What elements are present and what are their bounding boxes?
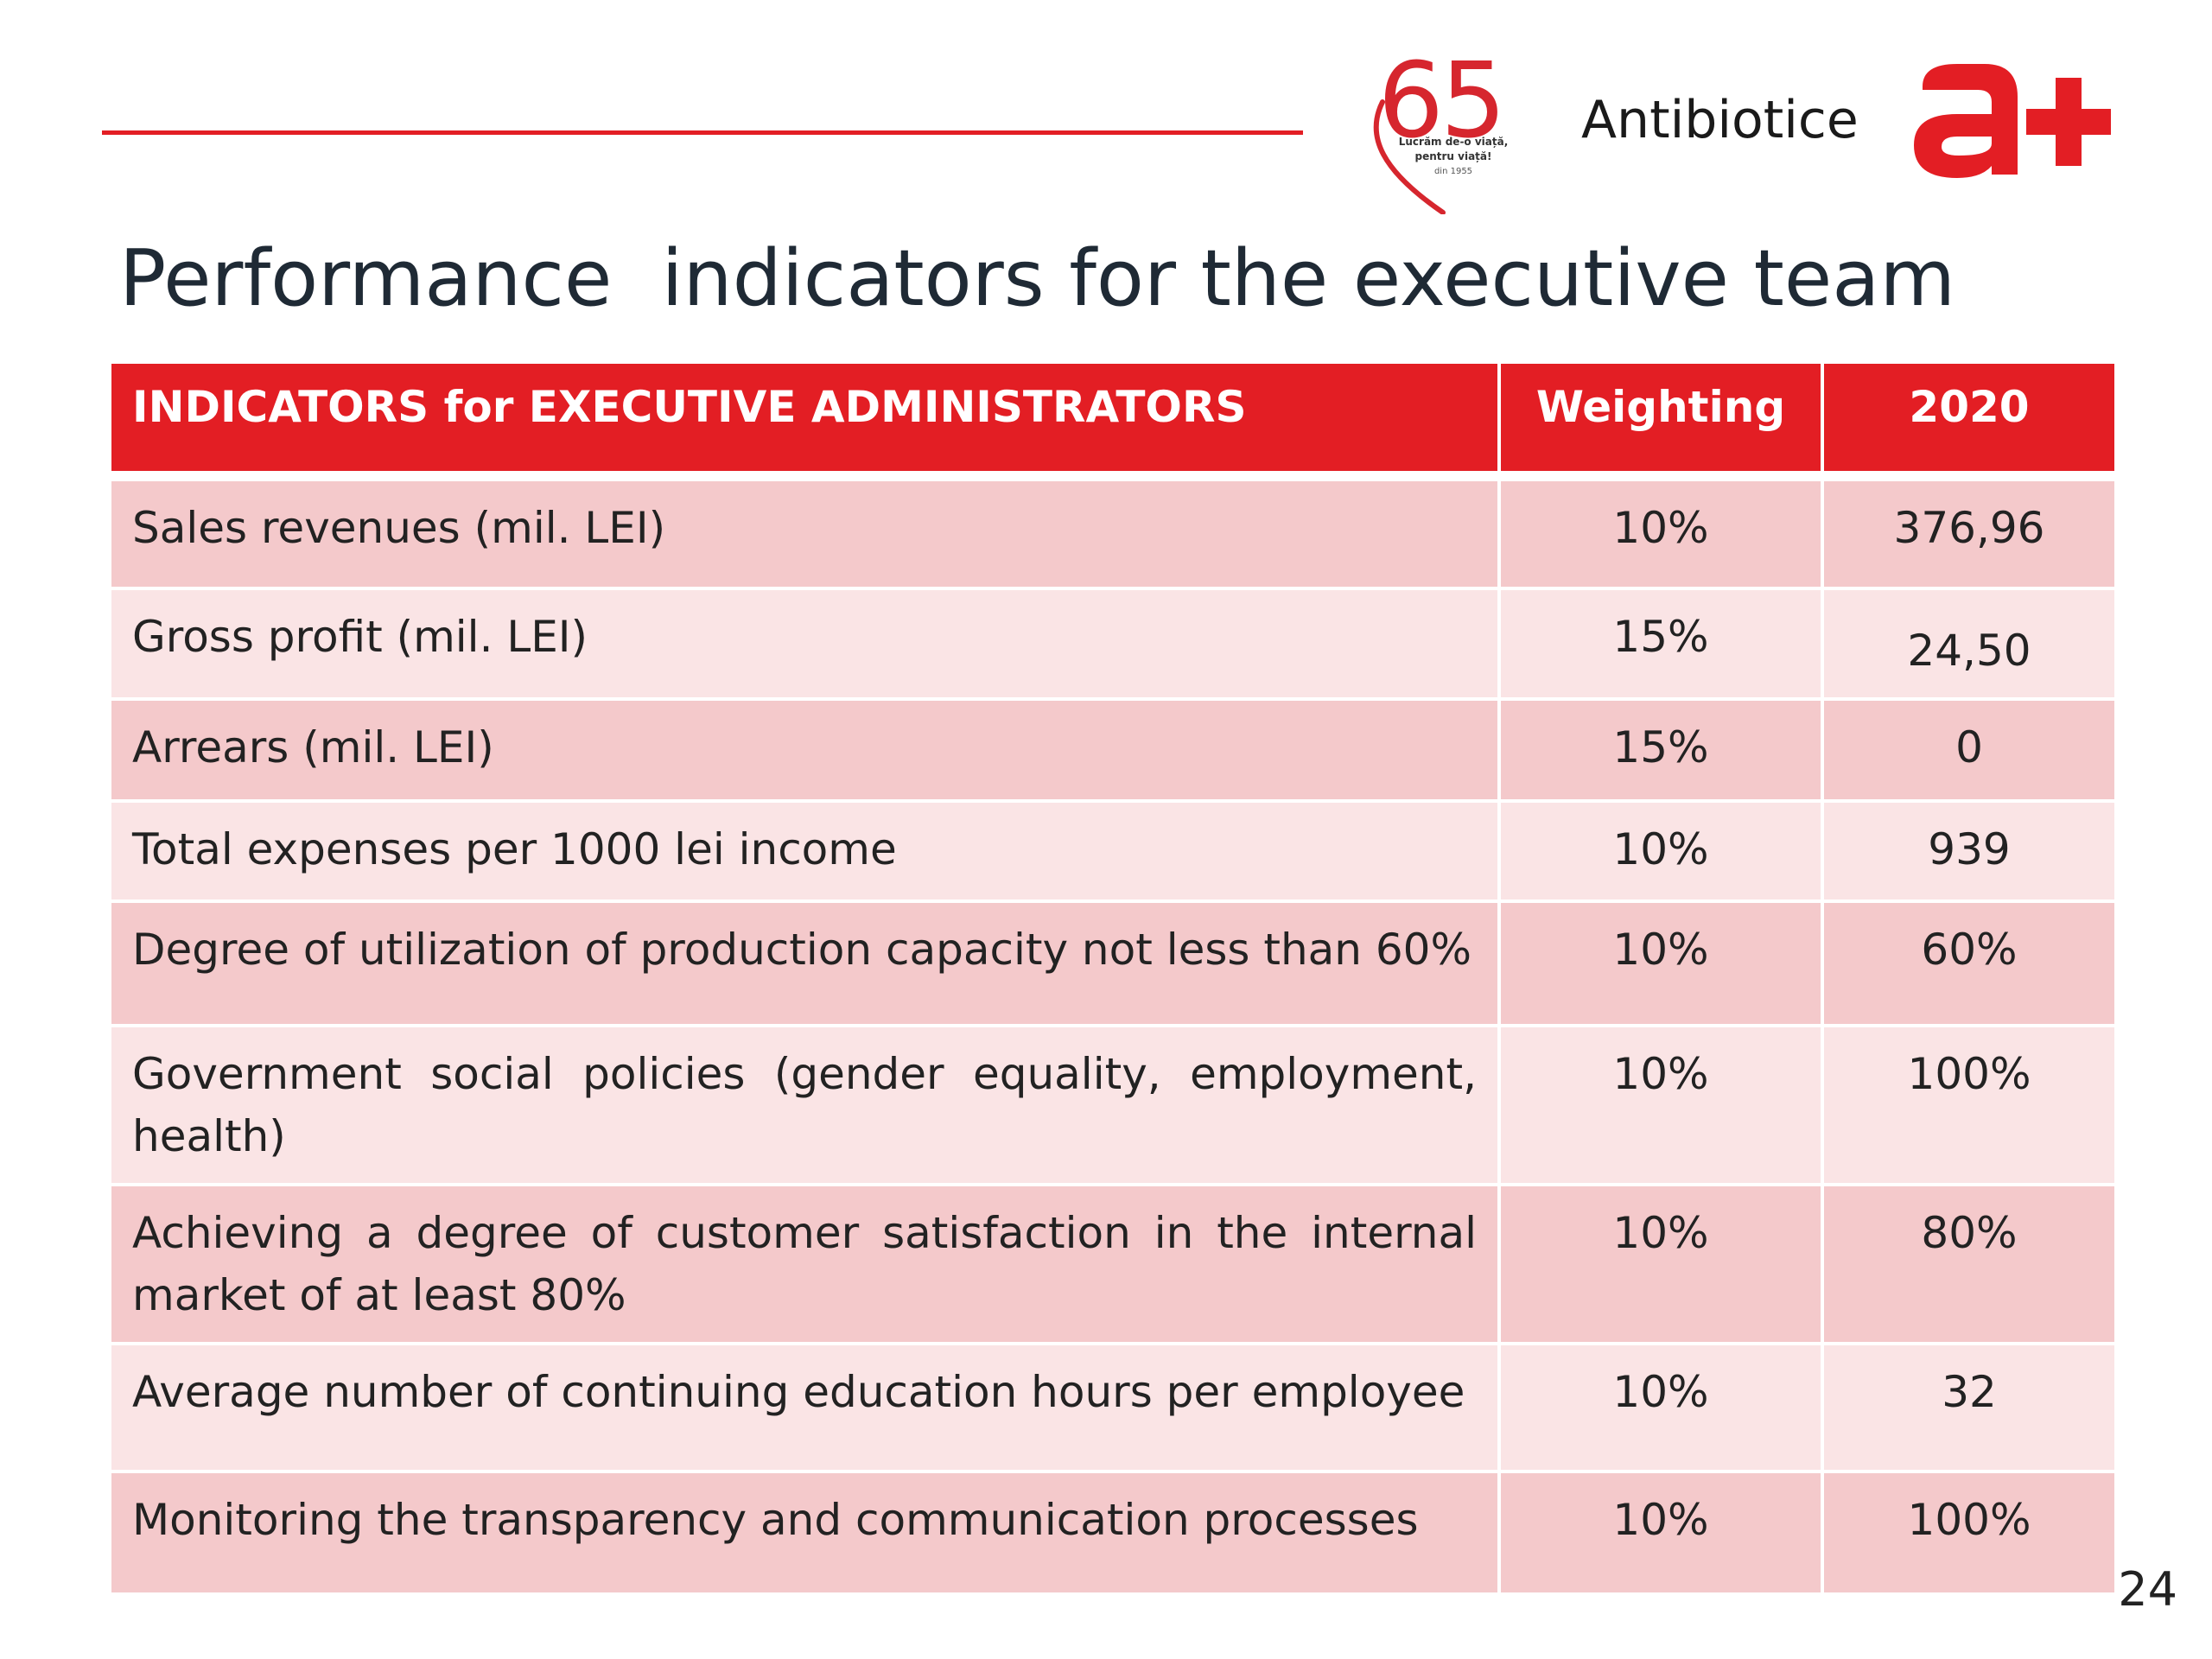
indicator-cell: Government social policies (gender equal… [108,1024,1501,1186]
anniversary-tagline: Lucrăm de-o viață, pentru viață! din 195… [1393,135,1514,179]
indicator-cell: Average number of continuing education h… [108,1342,1501,1473]
value-cell: 32 [1821,1342,2118,1473]
column-header-year: 2020 [1821,360,2118,478]
table-row: Sales revenues (mil. LEI) 10% 376,96 [108,474,2118,590]
page-title: Performance indicators for the executive… [119,233,1956,324]
anniversary-tagline-line1: Lucrăm de-o viață, [1398,136,1509,148]
table-row: Total expenses per 1000 lei income 10% 9… [108,799,2118,903]
indicators-table: INDICATORS for EXECUTIVE ADMINISTRATORS … [108,360,2118,1596]
weighting-cell: 15% [1497,587,1824,701]
table-row: Degree of utilization of production capa… [108,899,2118,1027]
table-row: Gross profit (mil. LEI) 15% 24,50 [108,587,2118,701]
anniversary-tagline-line3: din 1955 [1433,167,1473,176]
weighting-cell: 10% [1497,1024,1824,1186]
indicator-cell: Gross profit (mil. LEI) [108,587,1501,701]
page-number: 24 [2118,1562,2177,1617]
anniversary-number: 65 [1377,41,1507,162]
heart-outline-icon [1373,99,1446,214]
table-row: Monitoring the transparency and communic… [108,1470,2118,1596]
table-row: Government social policies (gender equal… [108,1024,2118,1186]
indicator-cell: Achieving a degree of customer satisfact… [108,1183,1501,1345]
weighting-cell: 15% [1497,697,1824,803]
value-cell: 60% [1821,899,2118,1027]
weighting-cell: 10% [1497,1470,1824,1596]
weighting-cell: 10% [1497,1183,1824,1345]
value-cell: 376,96 [1821,474,2118,590]
weighting-cell: 10% [1497,899,1824,1027]
value-cell: 80% [1821,1183,2118,1345]
weighting-cell: 10% [1497,799,1824,903]
value-cell: 100% [1821,1470,2118,1596]
indicator-cell: Degree of utilization of production capa… [108,899,1501,1027]
indicator-cell: Monitoring the transparency and communic… [108,1470,1501,1596]
table-row: Arrears (mil. LEI) 15% 0 [108,697,2118,803]
column-header-indicators: INDICATORS for EXECUTIVE ADMINISTRATORS [108,360,1501,478]
table-row: Achieving a degree of customer satisfact… [108,1183,2118,1345]
table-row: Average number of continuing education h… [108,1342,2118,1473]
indicator-cell: Arrears (mil. LEI) [108,697,1501,803]
indicator-cell: Sales revenues (mil. LEI) [108,474,1501,590]
column-header-weighting: Weighting [1497,360,1824,478]
company-name: Antibiotice [1581,90,1859,150]
header-divider-line [102,130,1303,135]
value-cell: 100% [1821,1024,2118,1186]
weighting-cell: 10% [1497,474,1824,590]
anniversary-65-logo: 65 Lucrăm de-o viață, pentru viață! din … [1358,41,1522,214]
brand-a-plus-logo [1914,64,2111,178]
weighting-cell: 10% [1497,1342,1824,1473]
indicator-cell: Total expenses per 1000 lei income [108,799,1501,903]
value-cell: 0 [1821,697,2118,803]
value-cell: 939 [1821,799,2118,903]
table-header-row: INDICATORS for EXECUTIVE ADMINISTRATORS … [108,360,2118,478]
value-cell: 24,50 [1821,587,2118,701]
anniversary-tagline-line2: pentru viață! [1414,150,1492,162]
